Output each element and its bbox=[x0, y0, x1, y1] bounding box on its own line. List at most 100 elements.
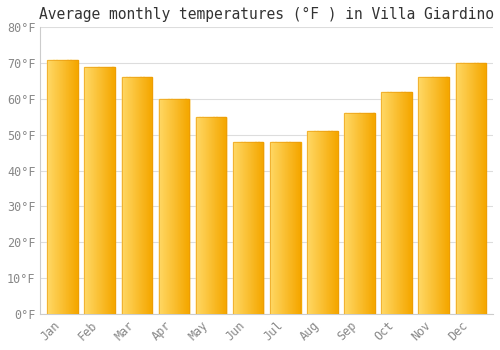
Bar bbox=[326, 131, 328, 314]
Bar bbox=[88, 67, 89, 314]
Bar bbox=[207, 117, 208, 314]
Bar bbox=[289, 142, 290, 314]
Bar bbox=[73, 60, 74, 314]
Bar bbox=[297, 142, 298, 314]
Bar bbox=[260, 142, 261, 314]
Bar bbox=[345, 113, 346, 314]
Bar bbox=[126, 77, 127, 314]
Bar bbox=[477, 63, 478, 314]
Bar bbox=[460, 63, 461, 314]
Bar bbox=[133, 77, 134, 314]
Bar bbox=[401, 92, 402, 314]
Bar bbox=[96, 67, 98, 314]
Bar bbox=[344, 113, 374, 314]
Bar bbox=[366, 113, 367, 314]
Bar bbox=[49, 60, 50, 314]
Bar bbox=[435, 77, 436, 314]
Bar bbox=[101, 67, 102, 314]
Bar bbox=[142, 77, 143, 314]
Bar bbox=[474, 63, 475, 314]
Bar bbox=[363, 113, 364, 314]
Bar bbox=[470, 63, 471, 314]
Bar bbox=[336, 131, 337, 314]
Bar bbox=[371, 113, 372, 314]
Bar bbox=[279, 142, 280, 314]
Bar bbox=[294, 142, 295, 314]
Bar bbox=[170, 99, 171, 314]
Bar bbox=[365, 113, 366, 314]
Bar bbox=[396, 92, 398, 314]
Bar bbox=[331, 131, 332, 314]
Bar bbox=[85, 67, 86, 314]
Bar bbox=[225, 117, 226, 314]
Bar bbox=[296, 142, 297, 314]
Bar bbox=[392, 92, 393, 314]
Bar bbox=[355, 113, 356, 314]
Bar bbox=[102, 67, 104, 314]
Bar bbox=[318, 131, 319, 314]
Bar bbox=[98, 67, 99, 314]
Bar bbox=[485, 63, 486, 314]
Bar bbox=[348, 113, 349, 314]
Bar bbox=[324, 131, 325, 314]
Bar bbox=[113, 67, 114, 314]
Bar bbox=[422, 77, 423, 314]
Bar bbox=[313, 131, 314, 314]
Bar bbox=[351, 113, 352, 314]
Bar bbox=[419, 77, 420, 314]
Bar bbox=[446, 77, 447, 314]
Bar bbox=[480, 63, 481, 314]
Bar bbox=[422, 77, 424, 314]
Bar bbox=[271, 142, 272, 314]
Bar bbox=[144, 77, 146, 314]
Bar bbox=[206, 117, 207, 314]
Bar bbox=[100, 67, 101, 314]
Bar bbox=[179, 99, 180, 314]
Bar bbox=[258, 142, 259, 314]
Bar bbox=[108, 67, 109, 314]
Bar bbox=[344, 113, 345, 314]
Bar bbox=[431, 77, 432, 314]
Bar bbox=[67, 60, 68, 314]
Bar bbox=[362, 113, 363, 314]
Bar bbox=[71, 60, 72, 314]
Bar bbox=[86, 67, 87, 314]
Bar bbox=[176, 99, 177, 314]
Bar bbox=[52, 60, 53, 314]
Bar bbox=[312, 131, 314, 314]
Bar bbox=[217, 117, 218, 314]
Bar bbox=[51, 60, 52, 314]
Bar bbox=[309, 131, 310, 314]
Bar bbox=[204, 117, 205, 314]
Bar bbox=[68, 60, 70, 314]
Bar bbox=[65, 60, 66, 314]
Bar bbox=[314, 131, 315, 314]
Bar bbox=[421, 77, 422, 314]
Bar bbox=[478, 63, 479, 314]
Bar bbox=[123, 77, 124, 314]
Bar bbox=[149, 77, 150, 314]
Bar bbox=[223, 117, 224, 314]
Bar bbox=[248, 142, 250, 314]
Bar bbox=[76, 60, 78, 314]
Bar bbox=[299, 142, 300, 314]
Bar bbox=[66, 60, 67, 314]
Bar bbox=[368, 113, 370, 314]
Bar bbox=[122, 77, 123, 314]
Bar bbox=[278, 142, 279, 314]
Bar bbox=[129, 77, 130, 314]
Bar bbox=[292, 142, 293, 314]
Bar bbox=[147, 77, 148, 314]
Bar bbox=[141, 77, 142, 314]
Bar bbox=[259, 142, 260, 314]
Bar bbox=[188, 99, 189, 314]
Bar bbox=[241, 142, 242, 314]
Bar bbox=[234, 142, 236, 314]
Bar bbox=[372, 113, 373, 314]
Bar bbox=[286, 142, 287, 314]
Bar bbox=[60, 60, 61, 314]
Bar bbox=[274, 142, 275, 314]
Bar bbox=[250, 142, 251, 314]
Bar bbox=[74, 60, 76, 314]
Bar bbox=[388, 92, 390, 314]
